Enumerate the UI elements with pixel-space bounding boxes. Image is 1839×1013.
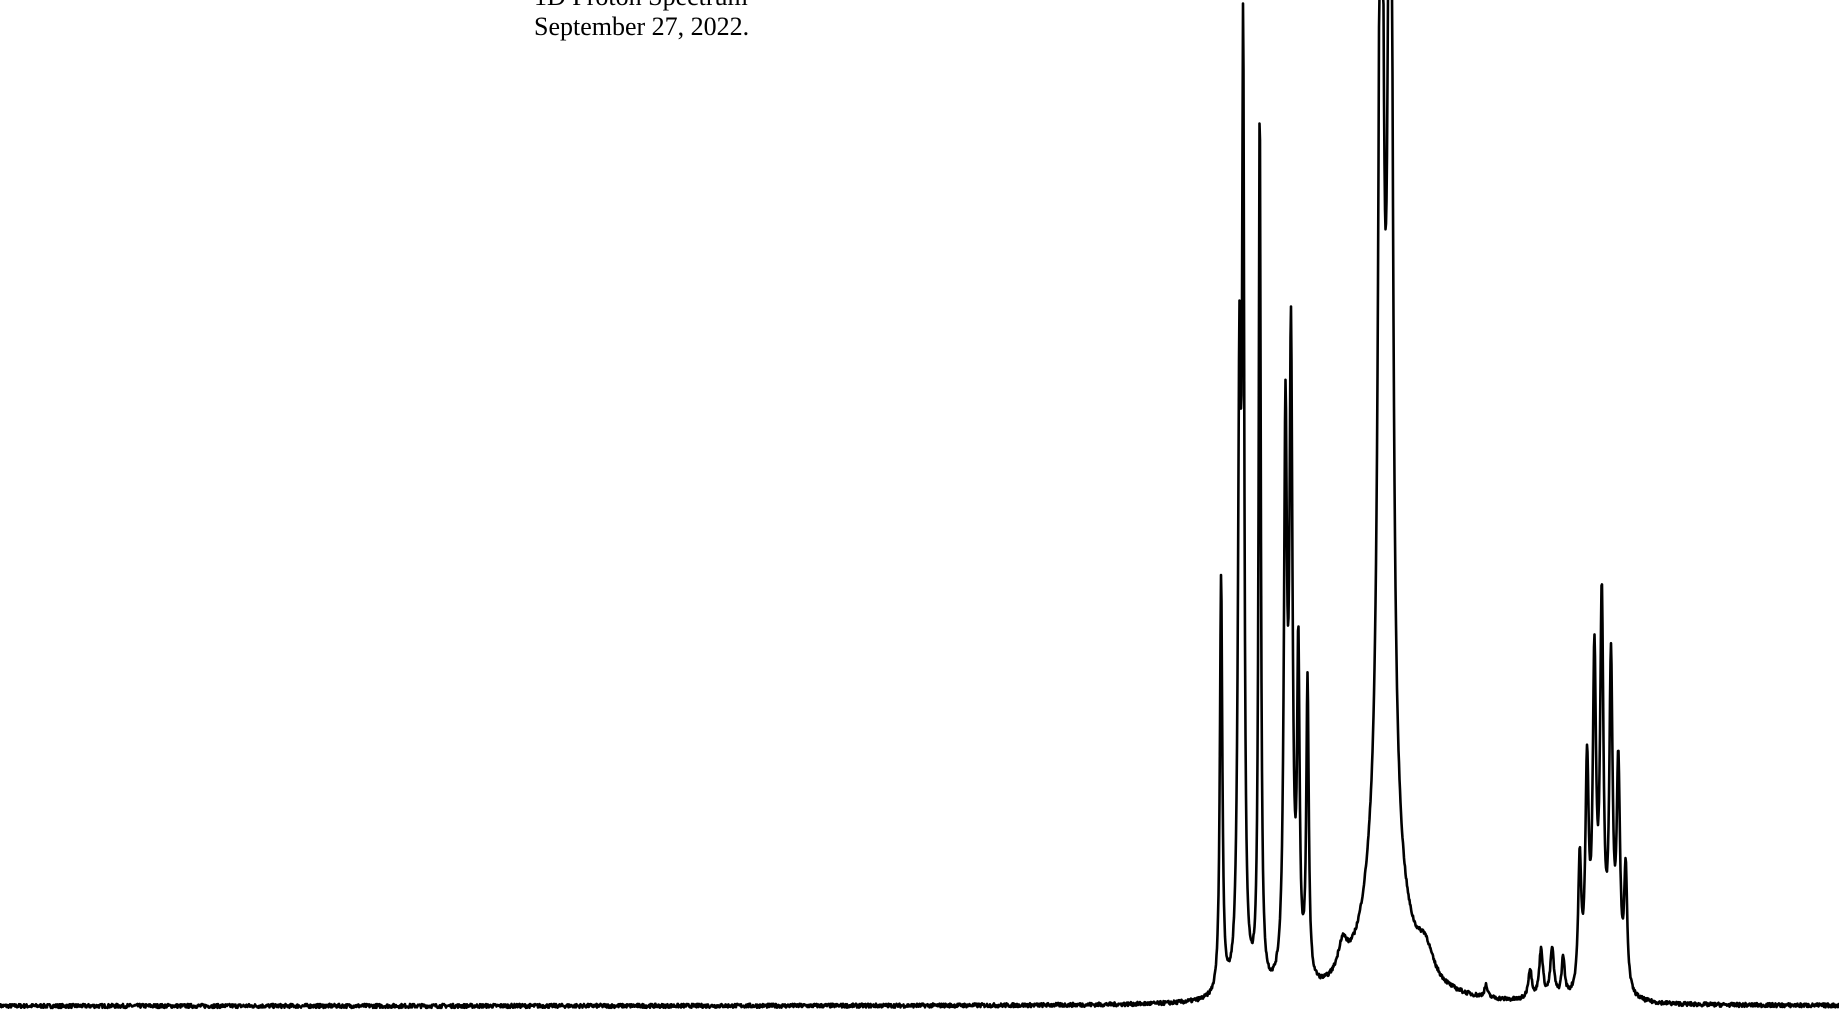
caption-title: 1D Proton Spectrum [534,0,954,12]
spectrum-caption: 1D Proton Spectrum September 27, 2022. [534,0,954,42]
caption-date: September 27, 2022. [534,12,750,41]
